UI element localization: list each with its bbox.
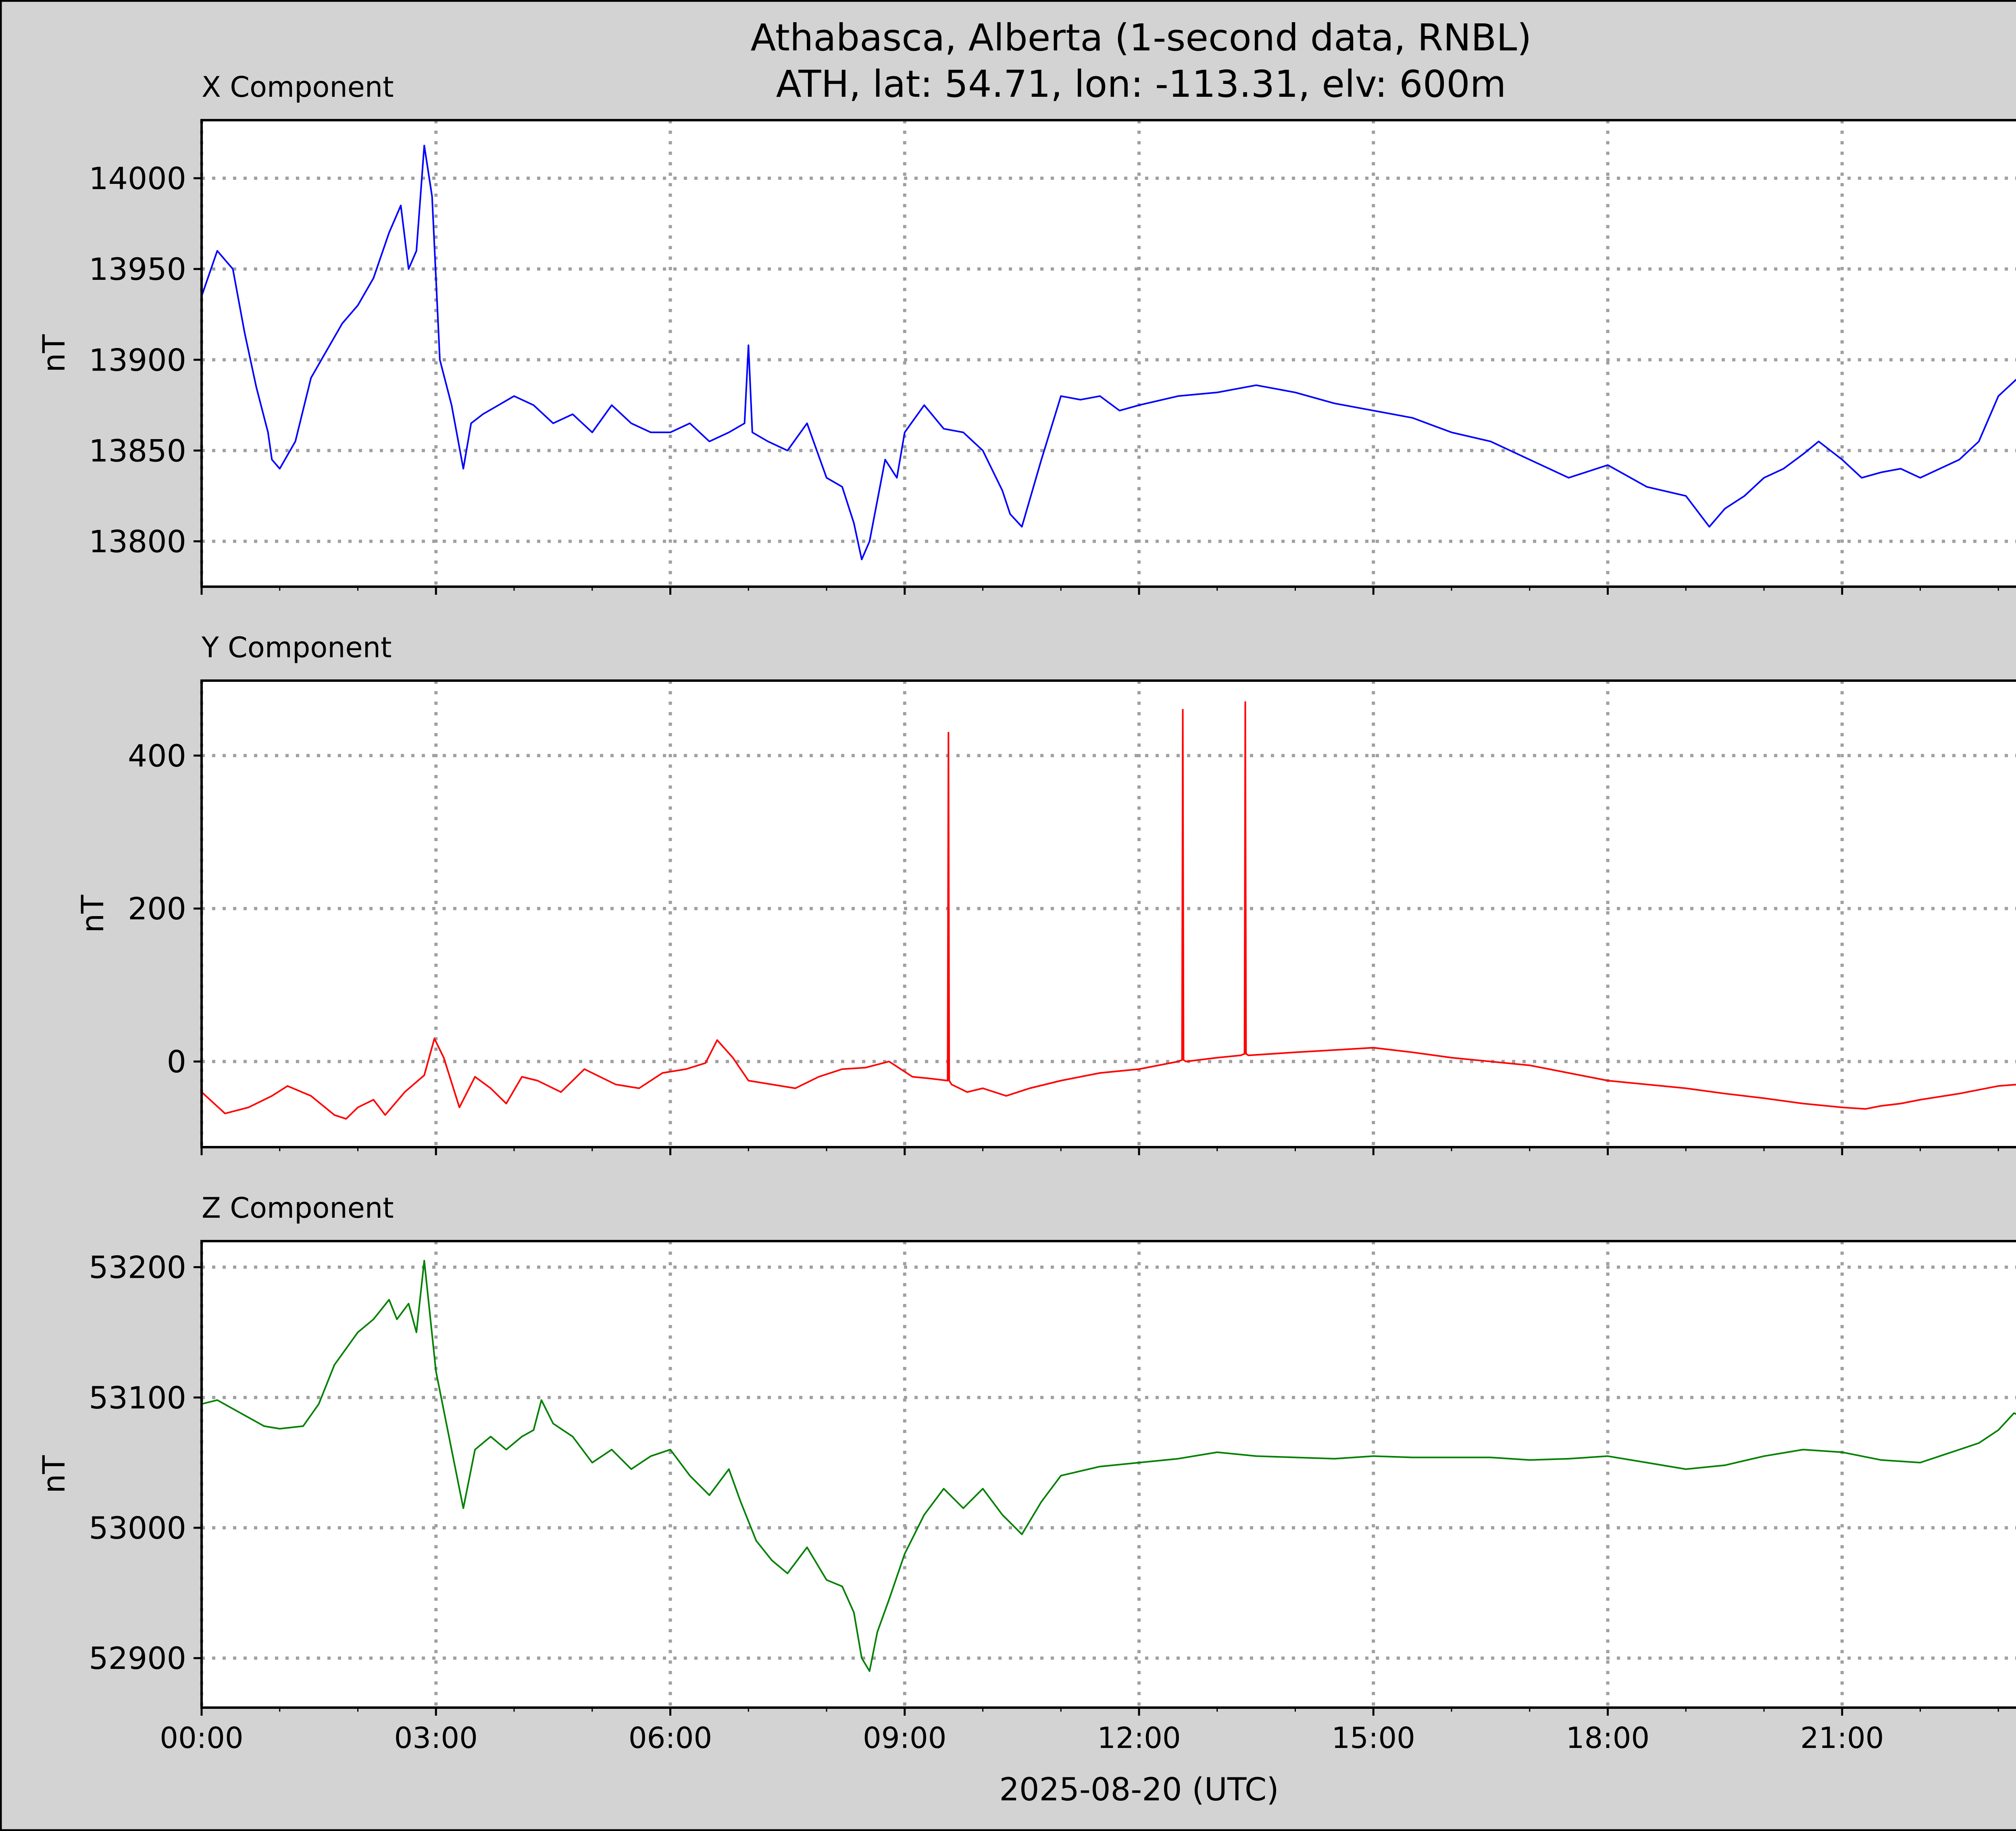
x-tick-label: 18:00: [1566, 1721, 1650, 1755]
y-tick-label: 400: [128, 738, 186, 774]
panel-title: Z Component: [202, 1192, 394, 1225]
x-tick-label: 06:00: [629, 1721, 712, 1755]
plot-frame: [200, 679, 2016, 1148]
plot-area: [202, 1241, 2016, 1708]
plot-area: [202, 120, 2016, 587]
y-component-panel: 0 200 400 Y Component nT: [75, 631, 2016, 1155]
x-tick-label: 21:00: [1800, 1721, 1884, 1755]
z-component-panel: 52900 53000 53100 53200 Z Component nT 00:00 03…: [36, 1192, 2016, 1755]
x-component-panel: 13800 13850 13900 13950 14000 X Component nT: [36, 71, 2016, 595]
series-line: [201, 145, 2016, 560]
y-tick-label: 13800: [89, 523, 186, 559]
plot-area: [202, 681, 2016, 1147]
y-tick-label: 200: [128, 891, 186, 927]
y-axis-label: nT: [75, 895, 110, 933]
series-line: [201, 701, 2016, 1120]
y-axis-label: nT: [36, 1455, 72, 1494]
plot-frame: [200, 119, 2016, 588]
panel-title: Y Component: [201, 631, 392, 664]
panel-title: X Component: [202, 71, 394, 104]
y-tick-label: 14000: [89, 160, 186, 196]
plot-frame: [200, 1240, 2016, 1709]
x-tick-label: 15:00: [1332, 1721, 1416, 1755]
x-tick-label: 03:00: [394, 1721, 478, 1755]
y-tick-label: 53000: [89, 1510, 186, 1546]
y-tick-label: 13900: [89, 342, 186, 378]
y-axis-label: nT: [36, 334, 72, 373]
figure-title-line1: Athabasca, Alberta (1-second data, RNBL): [751, 16, 1532, 59]
y-tick-label: 13850: [89, 433, 186, 469]
x-tick-label: 00:00: [160, 1721, 244, 1755]
y-tick-label: 13950: [89, 251, 186, 287]
y-tick-label: 53100: [89, 1380, 186, 1416]
y-tick-label: 0: [167, 1044, 186, 1080]
x-tick-label: 09:00: [863, 1721, 947, 1755]
x-tick-label: 12:00: [1097, 1721, 1181, 1755]
figure-title-line2: ATH, lat: 54.71, lon: -113.31, elv: 600m: [776, 62, 1506, 106]
series-line: [201, 1260, 2016, 1672]
y-tick-label: 53200: [89, 1250, 186, 1285]
x-axis-label: 2025-08-20 (UTC): [999, 1772, 1279, 1808]
y-tick-label: 52900: [89, 1640, 186, 1676]
